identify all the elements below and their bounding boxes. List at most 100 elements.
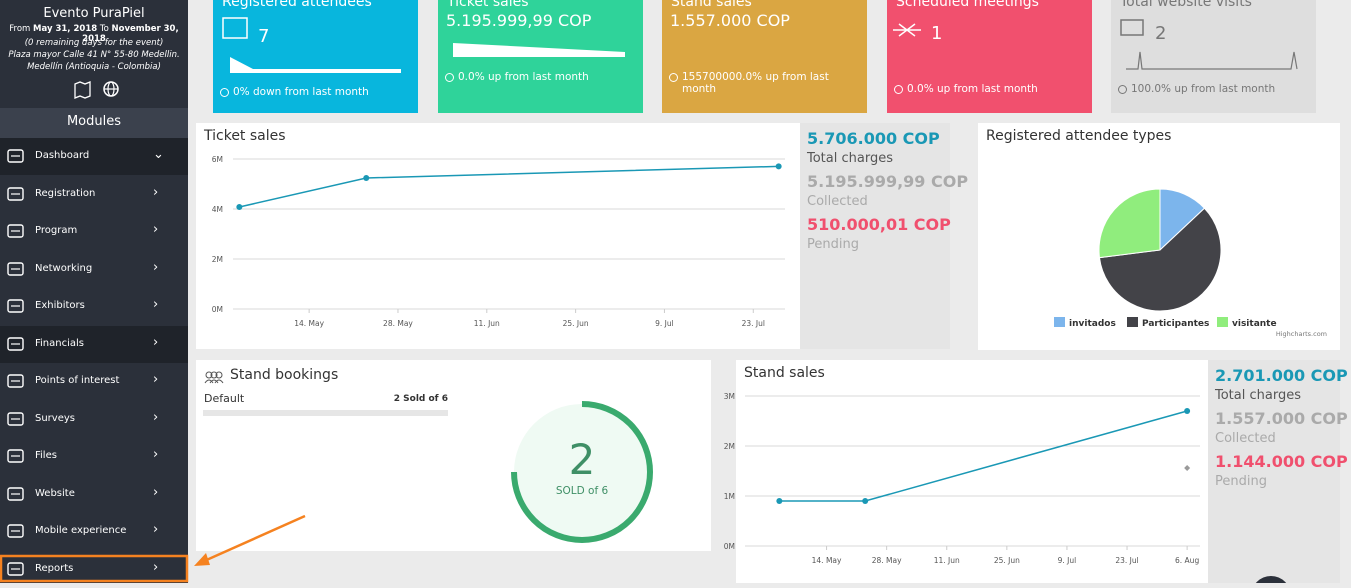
text: November 30, 2018 (82, 24, 179, 44)
donut-bg (514, 404, 650, 540)
event-icons[interactable] (72, 80, 122, 100)
chevron: ⌄ (153, 147, 164, 162)
chevron: › (153, 259, 159, 275)
menu-item[interactable]: Surveys › (0, 401, 188, 438)
menu-item[interactable]: Program › (0, 213, 188, 250)
total: 5.706.000 COP (807, 129, 940, 148)
y-tick-label: 1M (724, 492, 735, 501)
text: Plaza mayor Calle 41 N° 55-80 Medellin. (8, 50, 180, 60)
card-trend: 0% down from last month (220, 86, 408, 98)
stand-bookings-panel: Stand bookings Default 2 Sold of 6 2 SOL… (196, 360, 711, 551)
menu-icon (7, 261, 24, 276)
sold-label: SOLD of 6 (555, 485, 609, 497)
menu-icon (7, 149, 24, 163)
icon (222, 17, 248, 39)
menu-item[interactable]: Dashboard ⌄ (0, 138, 188, 175)
chevron: › (153, 372, 159, 387)
menu-item[interactable]: Financials › (0, 325, 188, 363)
menu-icon (7, 524, 24, 538)
menu-item[interactable]: Reports › (0, 551, 188, 588)
menu-label: Points of interest (35, 375, 120, 386)
menu-label: Mobile experience (35, 525, 127, 536)
chevron: › (153, 297, 159, 312)
pending: 510.000,01 COP (807, 215, 951, 234)
panel-title: Ticket sales (204, 128, 286, 144)
icon-shape (7, 336, 24, 351)
menu-label: Surveys (35, 412, 75, 424)
label: Total charges (807, 151, 893, 166)
card-graphic (893, 23, 921, 37)
modules-header: Modules (0, 108, 188, 138)
menu-label: Financials (35, 337, 84, 349)
menu-item[interactable]: Website › (0, 476, 188, 513)
stand-summary: 2.701.000 COP Total charges 1.557.000 CO… (1208, 360, 1348, 583)
card-trend: 0.0% up from last month (445, 71, 633, 83)
card-value: 7 (258, 26, 270, 47)
card-title: Ticket sales (447, 0, 529, 10)
card-trend: 155700000.0% up from last month (669, 71, 857, 95)
chevron: › (153, 484, 159, 500)
card-graphic (662, 0, 867, 113)
stat-card: Ticket sales 5.195.999,99 COP 0.0% up from… (438, 0, 643, 113)
menu-label: Dashboard (35, 150, 90, 161)
card-value: 1 (931, 23, 943, 44)
menu-label: Program (35, 225, 78, 236)
pending: 1.144.000 COP (1215, 452, 1348, 471)
booking-name: Default (204, 392, 245, 405)
chevron: › (153, 522, 159, 537)
menu-item[interactable]: Registration › (0, 176, 188, 213)
label: Collected (1215, 431, 1276, 446)
chevron: › (153, 559, 159, 575)
donut-arc (511, 401, 653, 543)
card-title: Total website visits (1120, 0, 1252, 10)
icon-shape (7, 224, 24, 238)
card-graphic (222, 17, 401, 73)
card-value: 2 (1155, 23, 1167, 44)
card-graphic (453, 43, 625, 57)
menu-item[interactable]: Exhibitors › (0, 288, 188, 325)
icon-shape (7, 374, 24, 388)
ticket-sales-panel: Ticket sales (196, 123, 800, 349)
menu-item[interactable]: Points of interest › (0, 363, 188, 400)
menu-icon (7, 561, 24, 576)
menu-item[interactable]: Networking › (0, 251, 188, 288)
menu-icon (7, 449, 24, 463)
menu-label: Website (35, 487, 75, 499)
menu-icon (7, 224, 24, 238)
event-info: (0 remaining days for the event) Plaza m… (0, 37, 188, 73)
chevron: › (153, 409, 159, 425)
icon-shape (7, 449, 24, 463)
panel-title: Registered attendee types (986, 128, 1172, 144)
progress-track (203, 410, 448, 416)
collected: 1.557.000 COP (1215, 409, 1348, 428)
chevron: › (153, 447, 159, 462)
text: Medellín (Antioquia - Colombia) (27, 62, 161, 72)
menu-label: Registration (35, 187, 96, 199)
icon-shape (7, 149, 24, 163)
text: (0 remaining days for the event) (24, 38, 164, 48)
sidebar: Evento PuraPiel From May 31, 2018 To Nov… (0, 0, 188, 583)
chevron: › (153, 184, 159, 200)
icon (893, 23, 921, 37)
icon-shape (7, 299, 24, 313)
sold-count: 2 (568, 435, 596, 484)
stat-card: Stand sales 1.557.000 COP 155700000.0% up … (662, 0, 867, 113)
menu-item[interactable]: Files › (0, 438, 188, 475)
card-value: 5.195.999,99 COP (446, 11, 592, 30)
sparkline (453, 43, 625, 57)
text: May 31, 2018 (33, 24, 98, 34)
panel-title: Stand sales (744, 365, 825, 381)
y-tick-label: 0M (724, 542, 735, 551)
sparkline (1126, 51, 1298, 70)
menu-item[interactable]: Mobile experience › (0, 513, 188, 550)
total: 2.701.000 COP (1215, 366, 1348, 385)
icon-shape (7, 486, 24, 501)
attendee-types-panel: Registered attendee types (978, 123, 1340, 350)
menu-label: Files (35, 450, 57, 461)
menu-icon (7, 411, 24, 426)
card-title: Scheduled meetings (896, 0, 1039, 10)
icon-shape (7, 411, 24, 426)
collected: 5.195.999,99 COP (807, 172, 969, 191)
sparkline (230, 57, 401, 73)
label: Pending (1215, 474, 1267, 489)
